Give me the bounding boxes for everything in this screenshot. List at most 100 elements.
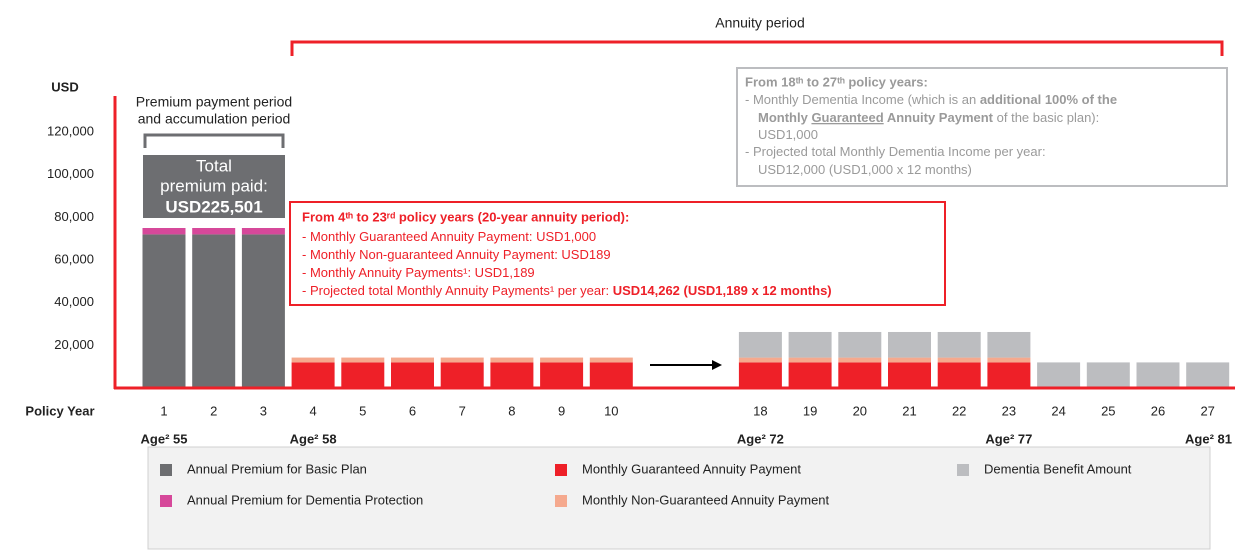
box-line: Monthly Guaranteed Annuity Payment of th… — [758, 110, 1099, 125]
y-tick-label: 80,000 — [54, 209, 94, 224]
bar-segment — [838, 362, 882, 388]
legend-swatch — [957, 464, 969, 476]
box-line: - Projected total Monthly Annuity Paymen… — [302, 283, 832, 298]
legend-swatch — [160, 495, 172, 507]
box-line: USD12,000 (USD1,000 x 12 months) — [758, 162, 972, 177]
box-text: - Monthly Annuity Payments¹: USD1,189 — [302, 265, 535, 280]
bar-segment — [341, 362, 385, 388]
x-tick-label: 23 — [1002, 403, 1016, 418]
bar-segment — [738, 357, 782, 363]
y-tick-label: 120,000 — [47, 123, 94, 138]
box-line: USD1,000 — [758, 127, 818, 142]
x-tick-label: 18 — [753, 403, 767, 418]
total-text: USD225,501 — [165, 197, 262, 216]
bar-segment — [738, 362, 782, 388]
bar-segment — [1086, 362, 1130, 388]
dementia-box — [736, 67, 1228, 187]
total-box — [143, 155, 285, 218]
bar-segment — [241, 228, 285, 235]
bar-segment — [192, 234, 236, 388]
bar-segment — [589, 362, 633, 388]
box-text: - Monthly Guaranteed Annuity Payment: US… — [302, 229, 596, 244]
x-tick-label: 1 — [160, 403, 167, 418]
bar-segment — [291, 357, 335, 363]
y-tick-label: 60,000 — [54, 251, 94, 266]
box-text: USD12,000 (USD1,000 x 12 months) — [758, 162, 972, 177]
legend-label: Monthly Non-Guaranteed Annuity Payment — [582, 492, 830, 507]
box-text: of the basic plan): — [993, 110, 1099, 125]
x-tick-label: 3 — [260, 403, 267, 418]
x-tick-label: 8 — [508, 403, 515, 418]
x-tick-label: 25 — [1101, 403, 1115, 418]
box-text: USD1,000 — [758, 127, 818, 142]
x-tick-label: 24 — [1051, 403, 1065, 418]
legend-label: Annual Premium for Dementia Protection — [187, 492, 423, 507]
legend-swatch — [555, 495, 567, 507]
bar-segment — [440, 362, 484, 388]
bar-segment — [490, 357, 534, 363]
bar-segment — [341, 357, 385, 363]
x-tick-label: 7 — [459, 403, 466, 418]
bar-segment — [291, 362, 335, 388]
bar-segment — [391, 357, 434, 363]
annuity-bracket — [290, 40, 1224, 56]
box-text: - Monthly Non-guaranteed Annuity Payment… — [302, 247, 611, 262]
x-tick-label: 26 — [1151, 403, 1165, 418]
age-label: Age² 58 — [290, 431, 337, 446]
box-text: Monthly — [758, 110, 811, 125]
bar-segment — [788, 357, 832, 363]
bar-segment — [987, 331, 1031, 358]
y-axis-label: USD — [51, 79, 78, 94]
box-line: - Monthly Non-guaranteed Annuity Payment… — [302, 247, 611, 262]
premium-period-label: Premium payment period — [136, 94, 292, 110]
box-line: - Monthly Annuity Payments¹: USD1,189 — [302, 265, 535, 280]
bar-segment — [788, 362, 832, 388]
bar-segment — [987, 362, 1031, 388]
box-text: - Projected total Monthly Annuity Paymen… — [302, 283, 613, 298]
x-tick-label: 22 — [952, 403, 966, 418]
bar-segment — [490, 362, 534, 388]
box-text: - Monthly Dementia Income (which is an — [745, 92, 980, 107]
bar-segment — [838, 331, 882, 358]
x-tick-label: 6 — [409, 403, 416, 418]
dementia-box-title: From 18ᵗʰ to 27ᵗʰ policy years: — [745, 74, 928, 89]
legend-label: Annual Premium for Basic Plan — [187, 461, 367, 476]
total-text: Total — [196, 156, 232, 175]
x-tick-label: 19 — [803, 403, 817, 418]
bar-segment — [888, 362, 931, 388]
bar-segment — [589, 357, 633, 363]
x-tick-label: 9 — [558, 403, 565, 418]
bar-segment — [1186, 362, 1230, 388]
x-tick-label: 5 — [359, 403, 366, 418]
total-text: premium paid: — [160, 176, 268, 195]
chart-title: Annuity period — [715, 15, 805, 31]
bar-segment — [937, 357, 981, 363]
marks — [142, 228, 1230, 388]
bar-segment — [540, 357, 584, 363]
legend-label: Monthly Guaranteed Annuity Payment — [582, 461, 801, 476]
bar-segment — [1037, 362, 1081, 388]
box-text: USD14,262 (USD1,189 x 12 months) — [613, 283, 832, 298]
bar-segment — [987, 357, 1031, 363]
x-tick-label: 27 — [1200, 403, 1214, 418]
box-text: - Projected total Monthly Dementia Incom… — [745, 144, 1046, 159]
arrow-head — [712, 360, 722, 370]
bar-segment — [738, 331, 782, 358]
legend-box — [147, 446, 1211, 550]
legend-label: Dementia Benefit Amount — [984, 461, 1132, 476]
x-tick-label: 4 — [309, 403, 316, 418]
box-text: additional 100% of the — [980, 92, 1117, 107]
y-tick-label: 40,000 — [54, 294, 94, 309]
y-tick-label: 20,000 — [54, 337, 94, 352]
bar-segment — [241, 234, 285, 388]
annuity-box — [289, 201, 946, 306]
bar-segment — [937, 362, 981, 388]
premium-bracket — [143, 133, 285, 148]
x-tick-label: 20 — [853, 403, 867, 418]
bar-segment — [1136, 362, 1180, 388]
box-line: - Monthly Dementia Income (which is an a… — [745, 92, 1117, 107]
premium-period-label: and accumulation period — [138, 111, 291, 127]
x-axis-label: Policy Year — [25, 403, 94, 418]
annuity-box-title: From 4ᵗʰ to 23ʳᵈ policy years (20-year a… — [302, 209, 629, 224]
